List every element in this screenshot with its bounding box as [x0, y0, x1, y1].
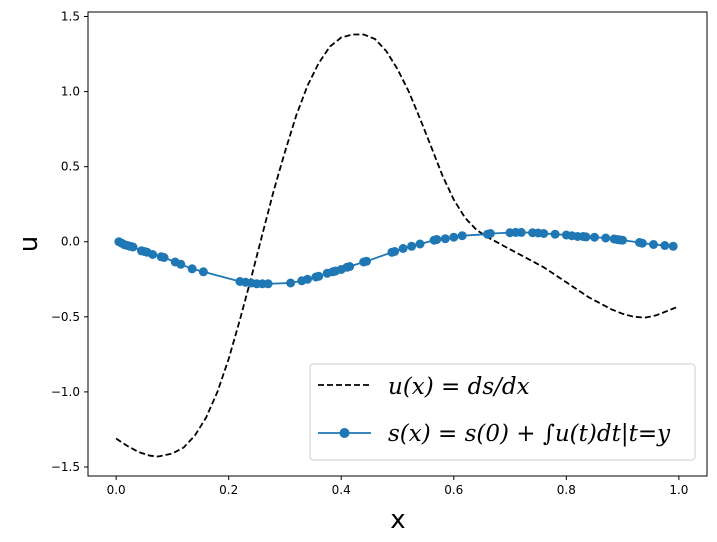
legend-entry-u: u(x) = ds/dx	[388, 374, 530, 400]
series-1-point	[440, 234, 450, 244]
series-1-point	[668, 241, 678, 251]
x-tick-label: 0.6	[444, 483, 463, 497]
y-tick-label: −0.5	[51, 310, 80, 324]
series-1-point	[432, 235, 442, 244]
series-1-point	[539, 229, 549, 238]
series-1-point	[649, 240, 658, 249]
y-tick-label: 0.0	[61, 235, 80, 249]
series-1-point	[345, 262, 355, 271]
series-1-point	[407, 241, 417, 251]
series-1-point	[128, 242, 138, 252]
x-tick-label: 0.8	[557, 483, 576, 497]
series-1-point	[390, 247, 400, 256]
axes-layer: 0.0 0.2 0.4 0.6 0.8 1.0 −1.5 −1.0 −0.5 0.0 0.5 1.0 1…	[51, 10, 708, 497]
x-tick-label: 1.0	[669, 483, 688, 497]
x-tick-label: 0.2	[219, 483, 238, 497]
y-axis-label: u	[14, 236, 44, 252]
series-layer	[114, 33, 680, 458]
x-tick-label: 0.4	[332, 483, 351, 497]
series-1-point	[286, 278, 296, 288]
series-1-point	[449, 232, 459, 242]
series-1-point	[601, 233, 611, 243]
series-1-point	[314, 271, 324, 281]
series-1-point	[618, 235, 628, 245]
series-1-point	[176, 259, 186, 269]
series-1-point	[148, 250, 158, 259]
series-1-point	[550, 229, 560, 239]
series-1-point	[198, 267, 208, 277]
series-1-point	[415, 239, 425, 249]
x-axis-label: x	[390, 505, 405, 535]
series-1-point	[581, 232, 591, 242]
y-tick-label: −1.0	[51, 385, 80, 399]
legend-frame	[309, 363, 696, 461]
legend-entry-s: s(x) = s(0) + ∫u(t)dt|t=y	[388, 421, 671, 447]
series-1-point	[362, 256, 371, 266]
legend-marker-swatch	[339, 428, 350, 438]
series-0-line	[115, 33, 680, 458]
legend: u(x) = ds/dx s(x) = s(0) + ∫u(t)dt|t=y	[309, 363, 696, 461]
axes-frame	[87, 11, 708, 477]
y-tick-label: −1.5	[51, 460, 80, 474]
series-1-point	[637, 238, 647, 248]
series-1-point	[398, 244, 408, 253]
series-1-point	[263, 279, 273, 289]
series-1-point	[660, 241, 670, 250]
y-tick-label: 1.0	[61, 85, 80, 99]
series-1-point	[485, 229, 495, 238]
series-1-point	[159, 253, 169, 262]
y-tick-label: 0.5	[61, 160, 80, 174]
series-1-point	[516, 227, 526, 237]
x-tick-label: 0.0	[107, 483, 126, 497]
series-1-point	[187, 264, 197, 274]
series-1-point	[457, 231, 467, 241]
series-1-point	[303, 274, 312, 284]
y-tick-label: 1.5	[61, 10, 80, 24]
series-1-point	[590, 232, 599, 242]
